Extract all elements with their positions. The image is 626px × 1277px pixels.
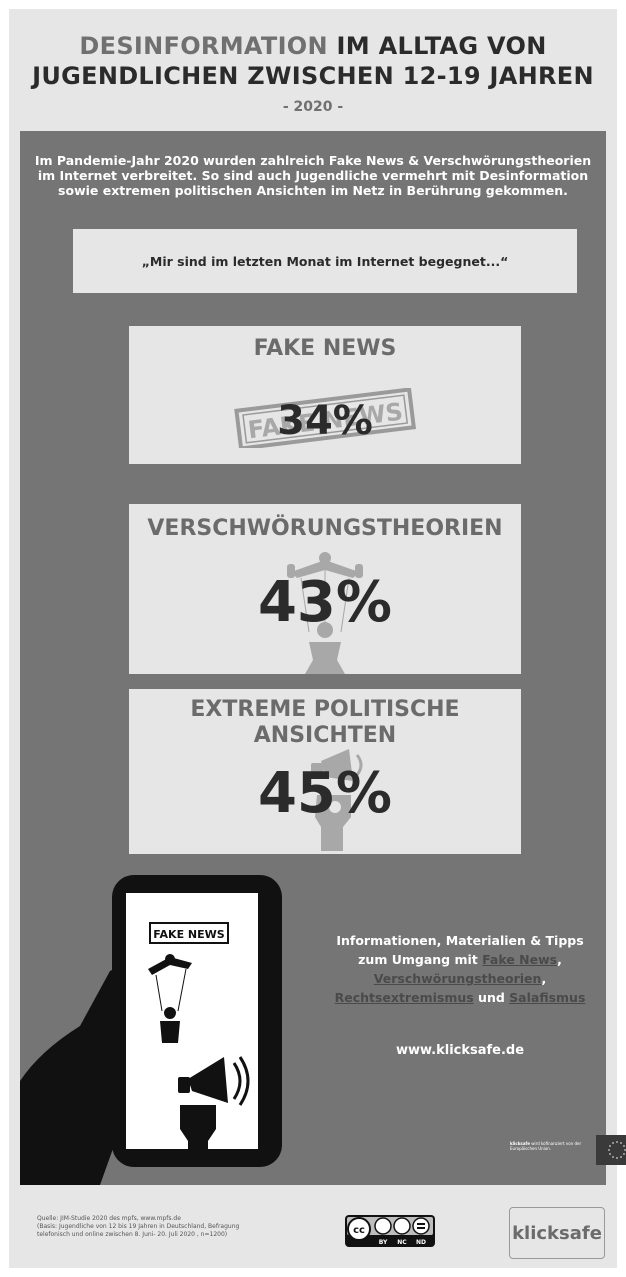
klicksafe-logo[interactable]: klicksafe — [509, 1207, 605, 1259]
link-rechtsextremismus[interactable]: Rechtsextremismus — [334, 990, 474, 1005]
quote-box: „Mir sind im letzten Monat im Internet b… — [73, 229, 577, 293]
fake-news-stamp-icon: FAKE NEWS — [234, 388, 417, 448]
infographic: DESINFORMATION IM ALLTAG VON JUGENDLICHE… — [9, 9, 626, 1268]
nd-icon — [412, 1217, 430, 1235]
info-comma: , — [541, 971, 547, 986]
year-label: - 2020 - — [282, 99, 344, 115]
by-icon — [374, 1217, 392, 1235]
info-text: Informationen, Materialien & Tipps zum U… — [320, 931, 600, 1007]
puppet-icon — [148, 954, 192, 1043]
source-line: Quelle: JIM-Studie 2020 des mpfs, www.mp… — [37, 1215, 181, 1222]
stat-value: 45% — [257, 761, 393, 826]
source-line: (Basis: Jugendliche von 12 bis 19 Jahren… — [37, 1223, 240, 1230]
info-line: Informationen, Materialien & Tipps — [336, 933, 584, 948]
eu-flag-icon — [596, 1135, 626, 1165]
stat-card-extreme-ansichten: EXTREME POLITISCHE ANSICHTEN 45% — [129, 689, 521, 854]
info-line: Verschwörungstheorien, — [320, 969, 600, 988]
info-und: und — [473, 990, 510, 1005]
phone-illustration: FAKE NEWS — [20, 875, 282, 1185]
raised-fist-icon — [180, 1105, 216, 1151]
title-highlight: DESINFORMATION — [79, 32, 328, 60]
info-prefix: zum Umgang mit — [358, 952, 483, 967]
stat-title-line: EXTREME POLITISCHE — [190, 697, 460, 722]
eu-funding-text: klicksafe wird kofinanziert von der Euro… — [510, 1141, 590, 1151]
stat-title: VERSCHWÖRUNGSTHEORIEN — [147, 516, 503, 541]
puppet-icon — [287, 552, 363, 674]
website-link[interactable]: www.klicksafe.de — [395, 1043, 525, 1058]
svg-text:cc: cc — [353, 1225, 365, 1236]
cc-nd-label: ND — [416, 1239, 426, 1246]
cc-license-icon: cc BY NC ND — [345, 1215, 435, 1247]
main-panel: Im Pandemie-Jahr 2020 wurden zahlreich F… — [20, 131, 626, 1185]
link-verschwoerungstheorien[interactable]: Verschwörungstheorien — [373, 971, 542, 986]
phone-label-text: FAKE NEWS — [153, 928, 224, 941]
stat-card-verschwoerungstheorien: VERSCHWÖRUNGSTHEORIEN 43% — [129, 504, 521, 674]
stat-title: EXTREME POLITISCHE ANSICHTEN — [129, 697, 521, 749]
link-salafismus[interactable]: Salafismus — [509, 990, 586, 1005]
source-line: telefonisch und online zwischen 8. Juni-… — [37, 1231, 228, 1238]
stat-title: FAKE NEWS — [253, 336, 397, 361]
header: DESINFORMATION IM ALLTAG VON JUGENDLICHE… — [9, 9, 617, 131]
eu-brand: klicksafe — [510, 1141, 530, 1146]
intro-text: Im Pandemie-Jahr 2020 wurden zahlreich F… — [20, 153, 606, 198]
title-line1-rest: IM ALLTAG VON — [327, 32, 547, 60]
title-line2: JUGENDLICHEN ZWISCHEN 12-19 JAHREN — [32, 62, 594, 90]
info-line: zum Umgang mit Fake News, — [320, 950, 600, 969]
stat-title-line: ANSICHTEN — [253, 723, 397, 748]
stat-value: 43% — [257, 570, 393, 635]
stat-card-fake-news: FAKE NEWS FAKE NEWS 34% — [129, 326, 521, 464]
intro-line: sowie extremen politischen Ansichten im … — [58, 183, 568, 198]
phone-fake-news-label — [149, 922, 229, 944]
link-fake-news[interactable]: Fake News — [482, 952, 558, 967]
quote-text: „Mir sind im letzten Monat im Internet b… — [141, 253, 509, 269]
info-line: Rechtsextremismus und Salafismus — [320, 988, 600, 1007]
source-note: Quelle: JIM-Studie 2020 des mpfs, www.mp… — [37, 1215, 317, 1239]
intro-line: im Internet verbreitet. So sind auch Jug… — [37, 168, 589, 183]
megaphone-fist-icon — [311, 749, 363, 851]
stat-value: 34% — [277, 398, 373, 444]
footer: Quelle: JIM-Studie 2020 des mpfs, www.mp… — [9, 1185, 617, 1268]
eu-text-rest: wird kofinanziert von der Europäischen U… — [510, 1141, 582, 1151]
megaphone-icon — [178, 1056, 250, 1106]
nc-icon — [393, 1217, 411, 1235]
page-title: DESINFORMATION IM ALLTAG VON JUGENDLICHE… — [9, 31, 617, 91]
info-comma: , — [557, 952, 562, 967]
intro-line: Im Pandemie-Jahr 2020 wurden zahlreich F… — [34, 153, 592, 168]
cc-by-label: BY — [379, 1239, 388, 1246]
cc-nc-label: NC — [397, 1239, 407, 1246]
cc-icon — [347, 1217, 371, 1241]
